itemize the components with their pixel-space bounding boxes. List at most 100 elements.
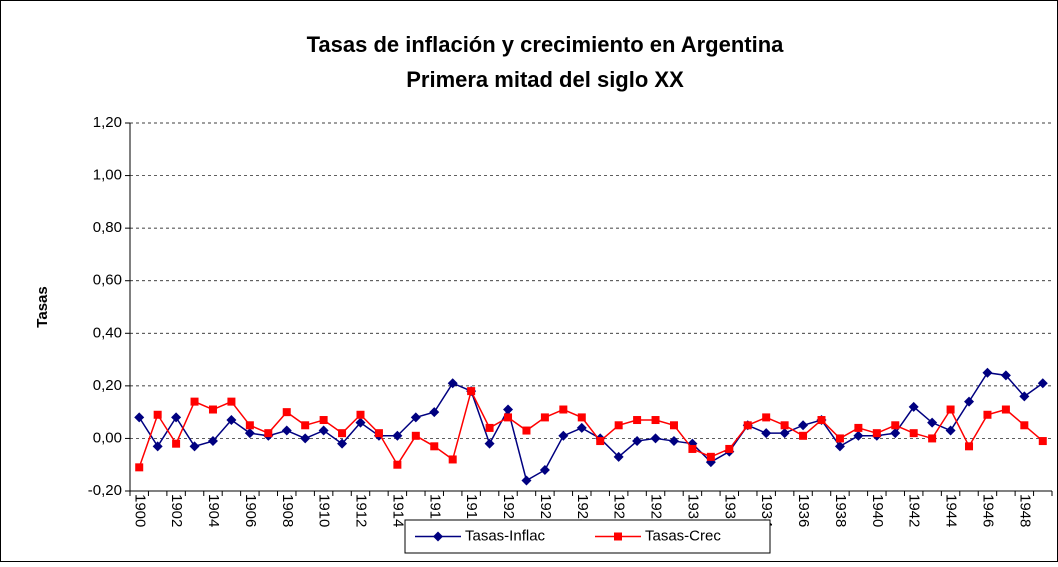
x-tick-label: 1948 xyxy=(1016,494,1033,527)
x-tick-label: 1902 xyxy=(168,494,185,527)
point xyxy=(245,421,254,430)
x-tick-label: 1904 xyxy=(205,494,222,527)
x-tick-label: 1932 xyxy=(721,494,738,527)
point xyxy=(798,420,809,431)
point xyxy=(190,397,199,406)
point xyxy=(872,429,881,438)
point xyxy=(1000,370,1011,381)
point xyxy=(521,475,532,486)
y-tick-label: 0,80 xyxy=(93,219,122,236)
point xyxy=(504,413,513,422)
point xyxy=(282,408,291,417)
point xyxy=(264,429,273,438)
point xyxy=(780,421,789,430)
point xyxy=(226,415,237,426)
x-tick-label: 1910 xyxy=(316,494,333,527)
y-tick-label: 0,40 xyxy=(93,324,122,341)
point xyxy=(301,421,310,430)
point xyxy=(208,405,217,414)
point xyxy=(485,423,494,432)
point xyxy=(927,417,938,428)
point xyxy=(817,416,826,425)
point xyxy=(669,421,678,430)
point xyxy=(1020,421,1029,430)
y-tick-label: 0,00 xyxy=(93,429,122,446)
point xyxy=(392,430,403,441)
point xyxy=(281,425,292,436)
point xyxy=(540,413,549,422)
x-tick-label: 1914 xyxy=(389,494,406,527)
x-tick-label: 1924 xyxy=(574,494,591,527)
chart-title: Tasas de inflación y crecimiento en Arge… xyxy=(307,32,785,57)
point xyxy=(891,421,900,430)
point xyxy=(171,412,182,423)
x-tick-label: 1928 xyxy=(648,494,665,527)
point xyxy=(244,428,255,439)
point xyxy=(318,425,329,436)
legend-label: Tasas-Inflac xyxy=(465,527,546,544)
x-tick-label: 1906 xyxy=(242,494,259,527)
point xyxy=(706,452,715,461)
x-tick-label: 1908 xyxy=(279,494,296,527)
point xyxy=(576,422,587,433)
point xyxy=(227,397,236,406)
point xyxy=(651,416,660,425)
point xyxy=(300,433,311,444)
point xyxy=(558,430,569,441)
point xyxy=(152,441,163,452)
point xyxy=(613,451,624,462)
x-tick-label: 1936 xyxy=(795,494,812,527)
point xyxy=(725,444,734,453)
point xyxy=(614,421,623,430)
legend-marker xyxy=(614,532,622,541)
point xyxy=(355,417,366,428)
legend-marker xyxy=(433,531,443,542)
y-tick-label: -0,20 xyxy=(88,482,122,499)
point xyxy=(743,421,752,430)
point xyxy=(484,438,495,449)
legend-label: Tasas-Crec xyxy=(645,527,721,544)
x-tick-label: 1916 xyxy=(426,494,443,527)
point xyxy=(559,405,568,414)
point xyxy=(928,434,937,443)
point xyxy=(964,396,975,407)
y-tick-label: 1,00 xyxy=(93,167,122,184)
point xyxy=(448,455,457,464)
point xyxy=(374,429,383,438)
point xyxy=(650,433,661,444)
x-tick-label: 1934 xyxy=(758,494,775,527)
point xyxy=(189,441,200,452)
point xyxy=(945,425,956,436)
point xyxy=(688,444,697,453)
chart-subtitle: Primera mitad del siglo XX xyxy=(406,67,684,92)
point xyxy=(983,410,992,419)
point xyxy=(134,412,145,423)
point xyxy=(135,463,144,472)
point xyxy=(337,438,348,449)
point xyxy=(411,431,420,440)
point xyxy=(799,431,808,440)
point xyxy=(410,412,421,423)
point xyxy=(356,410,365,419)
point xyxy=(761,428,772,439)
point xyxy=(779,428,790,439)
point xyxy=(172,439,181,448)
point xyxy=(430,442,439,451)
x-tick-label: 1944 xyxy=(943,494,960,527)
point xyxy=(522,426,531,435)
x-tick-label: 1938 xyxy=(832,494,849,527)
x-tick-label: 1940 xyxy=(869,494,886,527)
point xyxy=(835,434,844,443)
point xyxy=(632,436,643,447)
point xyxy=(1001,405,1010,414)
point xyxy=(1019,391,1030,402)
point xyxy=(982,367,993,378)
point xyxy=(393,460,402,469)
point xyxy=(207,436,218,447)
y-tick-label: 1,20 xyxy=(93,114,122,131)
y-tick-label: 0,60 xyxy=(93,272,122,289)
point xyxy=(577,413,586,422)
y-axis-label: Tasas xyxy=(34,286,51,327)
point xyxy=(1038,437,1047,446)
